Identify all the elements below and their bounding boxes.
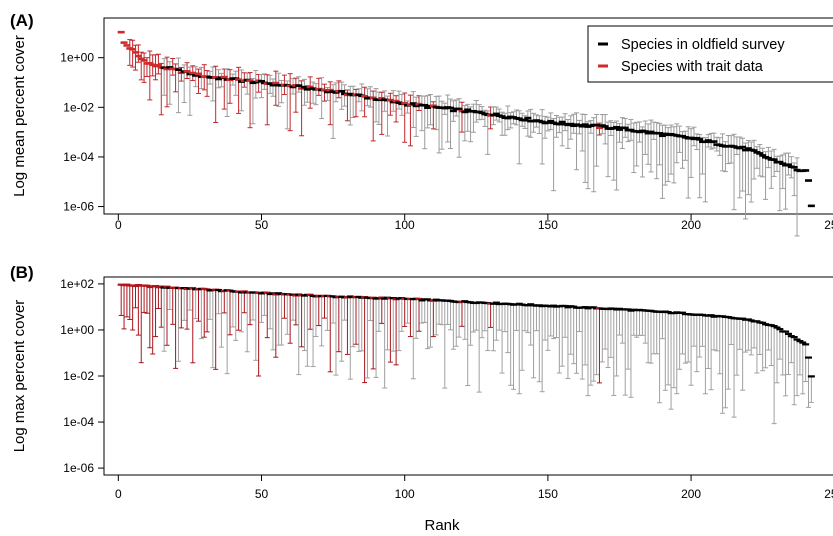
panel-b: (B) Log max percent cover 1e+02 1e+00 1e-02 1… [10,263,833,501]
x-tick-label-a: 250 [824,218,833,232]
panel-tag-b: (B) [10,263,34,282]
y-tick-label-b: 1e+02 [60,277,94,291]
x-axis-label-b: Rank [424,517,460,534]
y-tick-label-b: 1e-02 [63,369,94,383]
x-tick-label-a: 0 [115,218,122,232]
x-tick-label-a: 200 [681,218,701,232]
x-tick-label-a: 50 [255,218,269,232]
x-tick-label-b: 100 [395,487,415,501]
y-tick-label-a: 1e-06 [63,200,94,214]
panel-tag-a: (A) [10,11,34,30]
plot-frame-b [103,276,833,476]
y-axis-label-b: Log max percent cover [11,300,28,453]
x-tick-label-b: 200 [681,487,701,501]
legend-box [587,25,833,83]
x-tick-label-a: 100 [395,218,415,232]
legend-label: Species with trait data [621,59,764,75]
y-tick-label-b: 1e+00 [60,323,94,337]
x-tick-label-b: 250 [824,487,833,501]
y-tick-label-a: 1e-04 [63,150,94,164]
x-tick-label-b: 150 [538,487,558,501]
y-tick-label-b: 1e-04 [63,415,94,429]
plot-frame-a [103,17,833,215]
y-tick-label-a: 1e+00 [60,51,94,65]
x-tick-label-b: 50 [255,487,269,501]
y-axis-label-a: Log mean percent cover [11,35,28,197]
panel-a: (A) Log mean percent cover 1e+00 1e-02 1e-04… [10,11,833,237]
y-tick-label-b: 1e-06 [63,461,94,475]
x-tick-label-a: 150 [538,218,558,232]
y-tick-label-a: 1e-02 [63,100,94,114]
x-tick-label-b: 0 [115,487,122,501]
legend-label: Species in oldfield survey [621,37,785,53]
